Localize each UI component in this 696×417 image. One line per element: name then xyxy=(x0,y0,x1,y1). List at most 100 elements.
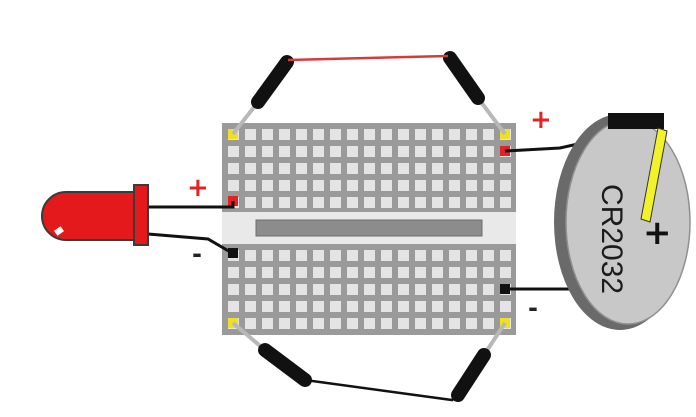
breadboard-hole xyxy=(296,180,307,191)
breadboard-hole xyxy=(347,180,358,191)
breadboard-hole xyxy=(415,284,426,295)
breadboard-hole xyxy=(432,301,443,312)
breadboard-hole xyxy=(415,301,426,312)
top-wire-red-span xyxy=(287,54,449,62)
breadboard-hole xyxy=(398,197,409,208)
breadboard-hole xyxy=(466,129,477,140)
breadboard-hole xyxy=(432,250,443,261)
breadboard-center-divider xyxy=(255,219,483,237)
led-negative-lead xyxy=(147,232,233,255)
breadboard-hole xyxy=(313,301,324,312)
breadboard-hole xyxy=(313,163,324,174)
led-highlight xyxy=(54,226,64,236)
breadboard-hole xyxy=(500,250,511,261)
breadboard-hole xyxy=(432,284,443,295)
breadboard-hole xyxy=(432,267,443,278)
breadboard-hole xyxy=(415,180,426,191)
breadboard-hole xyxy=(381,163,392,174)
breadboard-hole xyxy=(466,301,477,312)
breadboard-hole xyxy=(449,129,460,140)
breadboard-hole xyxy=(347,318,358,329)
breadboard-hole xyxy=(398,163,409,174)
breadboard-hole xyxy=(262,267,273,278)
bottom-wire-insulation-left xyxy=(258,343,312,387)
breadboard-hole xyxy=(296,129,307,140)
breadboard-hole xyxy=(228,284,239,295)
breadboard-hole xyxy=(279,197,290,208)
breadboard-hole xyxy=(381,250,392,261)
breadboard-hole xyxy=(347,129,358,140)
coin-cell-battery-icon xyxy=(554,113,691,330)
breadboard-hole xyxy=(330,301,341,312)
breadboard-hole xyxy=(347,284,358,295)
breadboard-hole xyxy=(279,284,290,295)
led-minus-label: - xyxy=(192,240,202,268)
breadboard-hole xyxy=(245,129,256,140)
breadboard-hole xyxy=(500,267,511,278)
breadboard-hole xyxy=(347,250,358,261)
breadboard-hole xyxy=(432,146,443,157)
breadboard-hole xyxy=(330,250,341,261)
led-dome xyxy=(41,191,137,241)
breadboard-hole xyxy=(398,284,409,295)
breadboard-hole xyxy=(398,318,409,329)
breadboard-hole xyxy=(466,267,477,278)
breadboard-hole xyxy=(228,301,239,312)
breadboard-hole xyxy=(330,146,341,157)
breadboard-hole xyxy=(347,146,358,157)
breadboard-hole xyxy=(313,180,324,191)
breadboard-hole xyxy=(296,267,307,278)
breadboard-hole xyxy=(449,301,460,312)
breadboard-hole xyxy=(398,250,409,261)
battery-clip-yellow-strip xyxy=(640,127,668,223)
breadboard-hole xyxy=(262,197,273,208)
breadboard-hole xyxy=(296,318,307,329)
breadboard-hole xyxy=(245,250,256,261)
breadboard-hole xyxy=(296,301,307,312)
breadboard-hole xyxy=(449,318,460,329)
breadboard-hole xyxy=(466,180,477,191)
breadboard-hole xyxy=(313,250,324,261)
breadboard-hole xyxy=(432,318,443,329)
top-wire-insulation-left xyxy=(251,55,294,109)
breadboard-hole xyxy=(364,301,375,312)
breadboard-hole xyxy=(279,301,290,312)
breadboard-hole xyxy=(330,163,341,174)
red-led-icon xyxy=(41,184,235,255)
breadboard-hole xyxy=(245,267,256,278)
breadboard-hole xyxy=(296,284,307,295)
breadboard-hole xyxy=(262,129,273,140)
top-wire-insulation-right xyxy=(443,51,485,105)
breadboard-hole xyxy=(347,163,358,174)
breadboard-hole xyxy=(398,301,409,312)
breadboard-hole xyxy=(364,197,375,208)
breadboard-hole xyxy=(398,267,409,278)
breadboard-hole xyxy=(228,267,239,278)
breadboard-hole xyxy=(415,267,426,278)
breadboard-hole xyxy=(279,146,290,157)
breadboard-hole xyxy=(364,267,375,278)
breadboard-hole xyxy=(228,146,239,157)
breadboard-hole xyxy=(381,180,392,191)
top-jumper-wire xyxy=(231,51,507,136)
breadboard-hole xyxy=(381,267,392,278)
breadboard-hole xyxy=(449,267,460,278)
battery-face-plus-label: + xyxy=(643,213,672,253)
breadboard-hole xyxy=(415,163,426,174)
breadboard-hole xyxy=(381,301,392,312)
breadboard-hole xyxy=(245,318,256,329)
breadboard-hole xyxy=(262,301,273,312)
breadboard-hole xyxy=(500,163,511,174)
breadboard-hole xyxy=(432,180,443,191)
breadboard-hole xyxy=(296,163,307,174)
breadboard-hole xyxy=(415,250,426,261)
breadboard-hole xyxy=(449,146,460,157)
breadboard-hole xyxy=(466,284,477,295)
breadboard-hole xyxy=(415,146,426,157)
breadboard-hole xyxy=(228,163,239,174)
breadboard-hole xyxy=(262,180,273,191)
battery-plus-terminal-label: + xyxy=(530,105,552,135)
mini-breadboard-icon xyxy=(222,123,516,335)
breadboard-hole xyxy=(313,197,324,208)
